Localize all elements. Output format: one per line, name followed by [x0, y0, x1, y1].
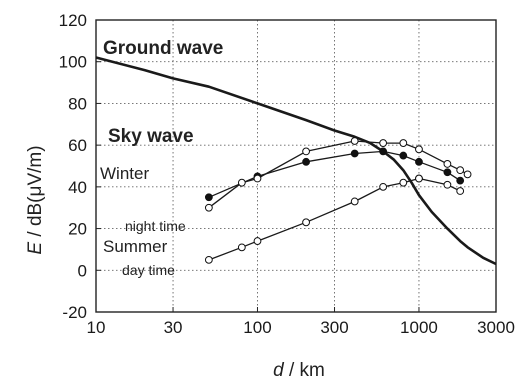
data-point-night_open: [456, 187, 465, 195]
y-tick-label: 100: [59, 53, 87, 72]
data-point-winter_filled: [443, 168, 452, 177]
y-tick-label: 0: [78, 261, 87, 280]
x-axis-label: d / km: [273, 360, 325, 381]
data-point-summer_open: [204, 255, 213, 264]
data-point-winter_filled: [399, 151, 408, 160]
data-point-summer_open: [350, 197, 359, 206]
data-point-winter_open: [302, 147, 310, 156]
x-axis-variable: d: [273, 360, 285, 381]
data-point-night_open: [443, 180, 452, 189]
annotation-night-time: night time: [125, 218, 186, 234]
y-tick-label: 120: [59, 11, 87, 30]
data-point-summer_open: [237, 243, 246, 252]
data-point-winter_open: [399, 139, 408, 147]
data-point-summer_open: [399, 178, 408, 187]
data-point-winter_open: [463, 170, 472, 179]
data-point-winter_open: [379, 139, 388, 147]
series-line-winter_filled: [208, 150, 461, 198]
data-point-winter_filled: [415, 157, 423, 166]
annotation-summer: Summer: [103, 237, 168, 256]
x-tick-label: 3000: [477, 318, 515, 337]
x-tick-label: 10: [87, 318, 106, 337]
x-tick-label: 1000: [400, 318, 438, 337]
y-axis-unit: / dB(μV/m): [25, 145, 46, 241]
data-point-winter_filled: [204, 193, 213, 202]
x-tick-label: 30: [164, 318, 183, 337]
y-tick-label: 80: [68, 94, 87, 113]
data-point-winter_open: [204, 203, 213, 212]
data-point-winter_open: [350, 137, 359, 145]
y-tick-label: 60: [68, 136, 87, 155]
series-line-night_open: [418, 177, 461, 192]
data-point-winter_filled: [379, 147, 388, 156]
annotation-winter: Winter: [100, 164, 149, 183]
data-point-winter_filled: [456, 176, 465, 185]
annotation-day-time: day time: [122, 262, 175, 278]
series-layer: [95, 56, 497, 266]
data-point-summer_open: [302, 218, 310, 227]
plot-frame: [95, 19, 497, 313]
data-point-summer_open: [415, 174, 423, 183]
grid-layer: [96, 20, 496, 312]
annotation-sky-wave: Sky wave: [108, 126, 194, 147]
data-point-winter_filled: [350, 149, 359, 158]
series-line-ground: [95, 56, 497, 266]
data-point-winter_open: [237, 178, 246, 187]
data-point-winter_open: [415, 145, 423, 154]
series-line-winter_open: [208, 140, 468, 209]
x-tick-label: 100: [243, 318, 271, 337]
data-point-summer_open: [253, 237, 262, 245]
x-tick-label: 300: [320, 318, 348, 337]
y-axis-label: E / dB(μV/m): [25, 145, 46, 254]
ticks-layer: 10 30 100 300 1000 3000 -20 0 20 40 60 80 100 120: [59, 11, 515, 337]
y-axis-variable: E: [25, 242, 46, 255]
y-tick-label: 40: [68, 178, 87, 197]
data-point-summer_open: [379, 182, 388, 191]
data-point-winter_open: [456, 166, 465, 175]
y-tick-label: 20: [68, 220, 87, 239]
data-point-winter_open: [443, 160, 452, 168]
annotation-ground-wave: Ground wave: [103, 38, 223, 59]
y-tick-label: -20: [62, 303, 87, 322]
data-point-winter_filled: [302, 157, 310, 166]
data-point-winter_open: [253, 174, 262, 183]
x-axis-unit: / km: [284, 360, 325, 381]
